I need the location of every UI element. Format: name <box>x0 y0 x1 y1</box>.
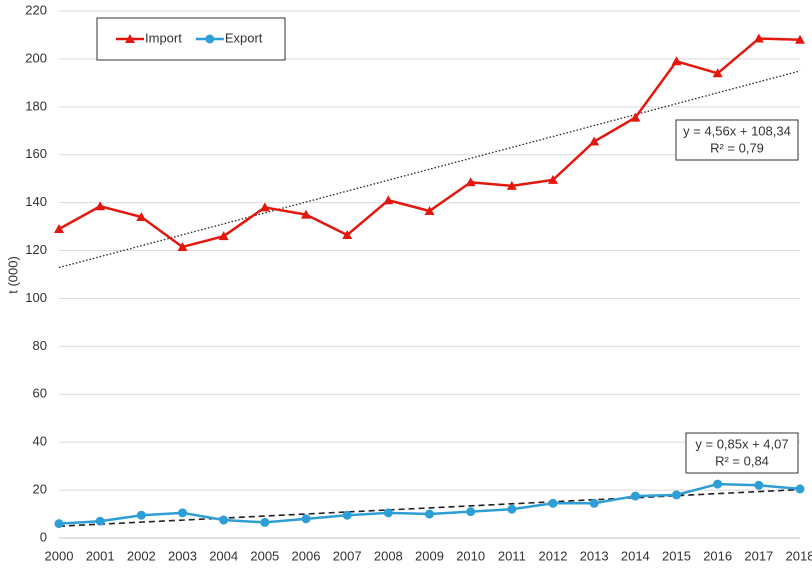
marker <box>54 223 64 233</box>
marker <box>466 507 476 517</box>
marker <box>342 510 352 520</box>
marker <box>712 68 723 78</box>
marker <box>95 516 105 526</box>
annotation-r2: R² = 0,79 <box>710 140 764 155</box>
y-tick-label: 80 <box>33 338 47 353</box>
x-tick-label: 2002 <box>127 548 156 563</box>
x-tick-label: 2000 <box>45 548 74 563</box>
x-tick-label: 2018 <box>786 548 812 563</box>
marker <box>630 491 640 501</box>
x-tick-label: 2013 <box>580 548 609 563</box>
y-tick-label: 60 <box>33 386 47 401</box>
marker <box>260 517 270 527</box>
x-tick-label: 2016 <box>703 548 732 563</box>
marker <box>548 174 558 184</box>
y-axis-label: t (000) <box>5 256 20 294</box>
marker <box>136 510 146 520</box>
x-tick-label: 2015 <box>662 548 691 563</box>
y-tick-label: 140 <box>25 194 47 209</box>
y-tick-label: 20 <box>33 482 47 497</box>
trendline <box>58 488 801 528</box>
y-tick-label: 160 <box>25 146 47 161</box>
x-tick-label: 2003 <box>168 548 197 563</box>
marker <box>754 480 764 490</box>
marker <box>795 34 805 44</box>
marker <box>54 519 64 529</box>
marker <box>507 504 517 514</box>
marker <box>713 479 723 489</box>
marker <box>589 136 600 146</box>
y-tick-label: 100 <box>25 290 47 305</box>
marker <box>301 209 311 219</box>
marker <box>301 514 311 524</box>
annotation-box <box>675 119 799 161</box>
annotation-r2: R² = 0,84 <box>715 453 769 468</box>
marker <box>383 195 394 205</box>
marker <box>95 201 106 211</box>
marker <box>753 33 764 43</box>
x-tick-label: 2009 <box>415 548 444 563</box>
x-tick-label: 2012 <box>539 548 568 563</box>
marker <box>178 508 187 518</box>
marker <box>177 241 188 251</box>
marker <box>424 206 435 216</box>
legend-label: Export <box>225 30 263 45</box>
marker <box>218 231 229 241</box>
x-tick-label: 2014 <box>621 548 650 563</box>
x-tick-label: 2005 <box>250 548 279 563</box>
marker <box>630 112 641 122</box>
marker <box>125 34 135 43</box>
x-tick-label: 2004 <box>209 548 238 563</box>
marker <box>383 508 393 518</box>
marker <box>205 34 215 44</box>
x-tick-label: 2001 <box>86 548 115 563</box>
marker <box>465 177 476 187</box>
marker <box>548 498 558 508</box>
marker <box>136 212 147 222</box>
marker <box>259 202 270 212</box>
annotation-equation: y = 0,85x + 4,07 <box>695 436 788 451</box>
marker <box>425 509 434 519</box>
marker <box>672 490 681 500</box>
marker <box>342 229 353 239</box>
y-tick-label: 40 <box>33 434 47 449</box>
x-tick-label: 2006 <box>292 548 321 563</box>
y-tick-label: 180 <box>25 98 47 113</box>
x-tick-label: 2008 <box>374 548 403 563</box>
legend-label: Import <box>145 30 182 45</box>
marker <box>506 180 517 190</box>
y-tick-label: 0 <box>40 529 47 544</box>
y-tick-label: 220 <box>25 2 47 17</box>
x-tick-label: 2007 <box>333 548 362 563</box>
x-tick-label: 2010 <box>456 548 485 563</box>
marker <box>671 56 682 66</box>
y-tick-label: 200 <box>25 50 47 65</box>
marker <box>219 515 229 525</box>
marker <box>795 484 805 494</box>
marker <box>589 498 599 508</box>
annotation-box <box>685 432 799 474</box>
y-tick-label: 120 <box>25 242 47 257</box>
x-tick-label: 2011 <box>498 548 526 563</box>
x-tick-label: 2017 <box>744 548 773 563</box>
annotation-equation: y = 4,56x + 108,34 <box>683 123 791 138</box>
